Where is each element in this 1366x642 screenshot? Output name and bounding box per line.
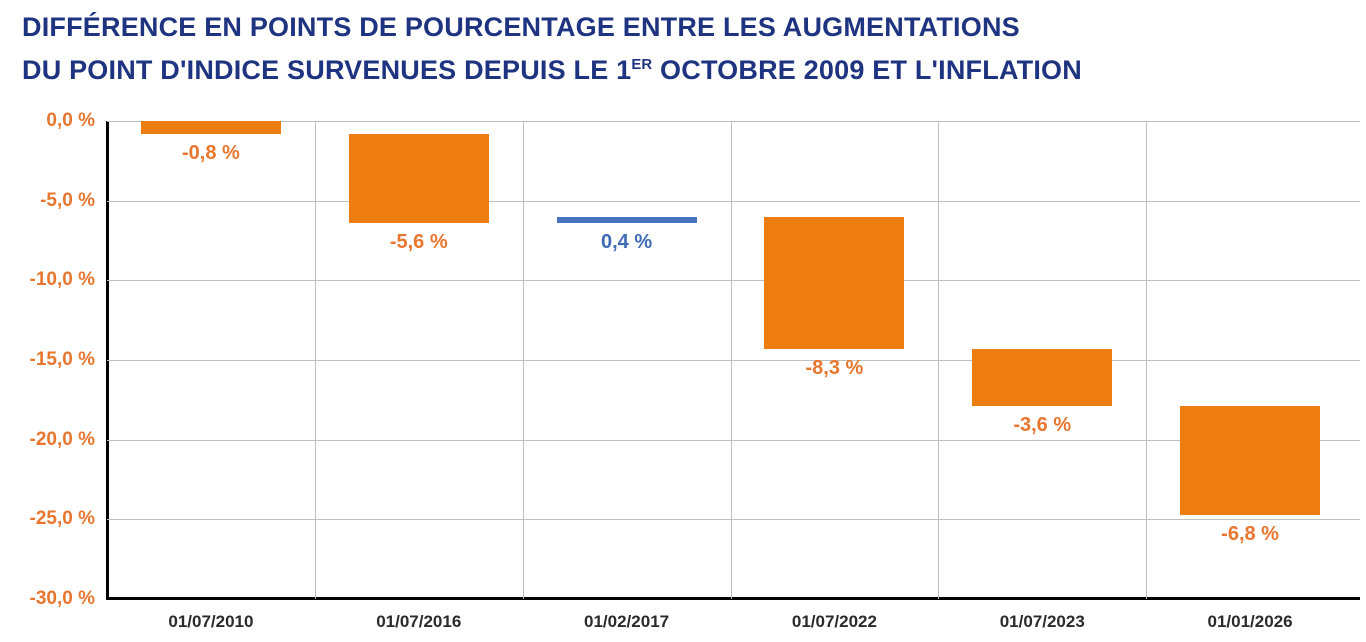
gridline-vertical	[314, 121, 316, 599]
chart-title-line1: DIFFÉRENCE EN POINTS DE POURCENTAGE ENTR…	[22, 12, 1020, 42]
x-tick-label: 01/07/2010	[168, 612, 254, 631]
chart-title-superscript: ER	[631, 57, 653, 73]
bar-value-label: -3,6 %	[1013, 414, 1072, 437]
gridline-vertical	[730, 121, 732, 599]
waterfall-bar-01-07-2022	[764, 216, 905, 349]
y-tick-label: 0,0 %	[46, 110, 95, 131]
y-tick-label: -10,0 %	[29, 269, 95, 291]
gridline-vertical	[1146, 121, 1148, 599]
y-tick-label: -20,0 %	[29, 428, 95, 450]
chart-title-line2-suffix: OCTOBRE 2009 ET L'INFLATION	[652, 55, 1082, 85]
gridline-horizontal	[107, 439, 1360, 441]
gridline-vertical	[938, 121, 940, 599]
bar-value-label: 0,4 %	[600, 230, 653, 253]
x-axis-line	[106, 597, 1360, 600]
gridline-horizontal	[107, 519, 1360, 521]
bar-value-label: -6,8 %	[1221, 522, 1279, 545]
y-tick-label: -30,0 %	[29, 588, 95, 609]
waterfall-bar-01-07-2023	[972, 348, 1113, 407]
bar-value-label: -5,6 %	[389, 230, 448, 253]
waterfall-bar-01-02-2017	[556, 216, 697, 223]
gridline-vertical	[522, 121, 524, 599]
gridline-horizontal	[107, 121, 1360, 122]
plot-area: -0,8 % -5,6 % 0,4 % -8,3 % -3,6 % -6,8 %	[106, 121, 1360, 600]
waterfall-bar-01-07-2010	[140, 121, 281, 134]
bar-value-label: -8,3 %	[805, 356, 864, 379]
x-tick-label: 01/07/2016	[376, 612, 462, 631]
gridline-horizontal	[107, 280, 1360, 282]
waterfall-bar-01-07-2016	[348, 133, 489, 223]
chart-title: DIFFÉRENCE EN POINTS DE POURCENTAGE ENTR…	[22, 8, 1222, 89]
x-tick-label: 01/02/2017	[584, 612, 670, 631]
gridline-horizontal	[107, 360, 1360, 361]
gridline-horizontal	[107, 200, 1360, 202]
x-tick-label: 01/01/2026	[1207, 612, 1293, 631]
y-tick-label: -5,0 %	[40, 189, 95, 211]
x-tick-label: 01/07/2023	[999, 612, 1085, 631]
y-tick-label: -15,0 %	[29, 349, 95, 370]
bar-value-label: -0,8 %	[182, 141, 240, 164]
chart-title-line2-prefix: DU POINT D'INDICE SURVENUES DEPUIS LE 1	[22, 55, 632, 85]
y-tick-label: -25,0 %	[29, 508, 95, 530]
x-tick-label: 01/07/2022	[791, 612, 877, 631]
waterfall-bar-01-01-2026	[1180, 406, 1321, 515]
